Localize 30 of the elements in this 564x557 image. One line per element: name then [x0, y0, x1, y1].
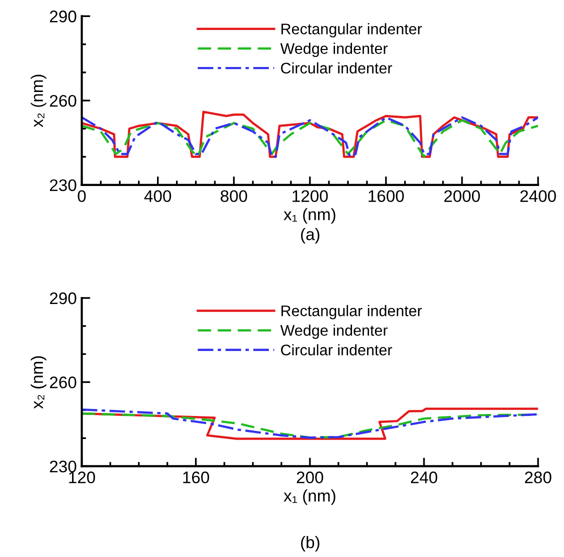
legend-label: Circular indenter: [281, 344, 392, 356]
legend-label: Circular indenter: [281, 62, 392, 74]
text: (b): [301, 536, 320, 552]
x-tick-label: 280: [524, 472, 552, 484]
y-axis-title: x₂ (nm): [30, 74, 46, 128]
x-tick-label: 1200: [292, 190, 328, 202]
x-axis-title: x₁ (nm): [284, 208, 336, 224]
legend-label: Wedge indenter: [280, 42, 388, 57]
y-tick-label: 260: [50, 376, 76, 388]
y-tick-label: 290: [50, 292, 76, 304]
x-tick-label: 240: [410, 472, 438, 484]
x-tick-label: 120: [69, 472, 96, 484]
legend-label: Rectangular indenter: [282, 23, 422, 38]
y-tick-label: 230: [50, 460, 76, 472]
x-tick-label: 160: [183, 472, 210, 484]
x-tick-label: 2000: [444, 190, 480, 202]
legend-label: Wedge indenter: [280, 324, 388, 339]
y-tick-label: 290: [50, 10, 76, 22]
legend-label: Rectangular indenter: [282, 305, 422, 320]
x-tick-label: 2400: [520, 190, 556, 202]
x-tick-label: 1600: [368, 190, 404, 202]
y-tick-label: 260: [50, 94, 76, 107]
x-tick-label: 400: [144, 190, 172, 202]
text: (a): [301, 228, 320, 244]
x-axis-title: x₁ (nm): [284, 489, 336, 505]
x-tick-label: 800: [220, 190, 248, 202]
y-axis-title: x₂ (nm): [30, 356, 46, 409]
y-tick-label: 230: [50, 179, 76, 192]
x-tick-label: 0: [78, 190, 86, 202]
x-tick-label: 200: [296, 472, 324, 484]
